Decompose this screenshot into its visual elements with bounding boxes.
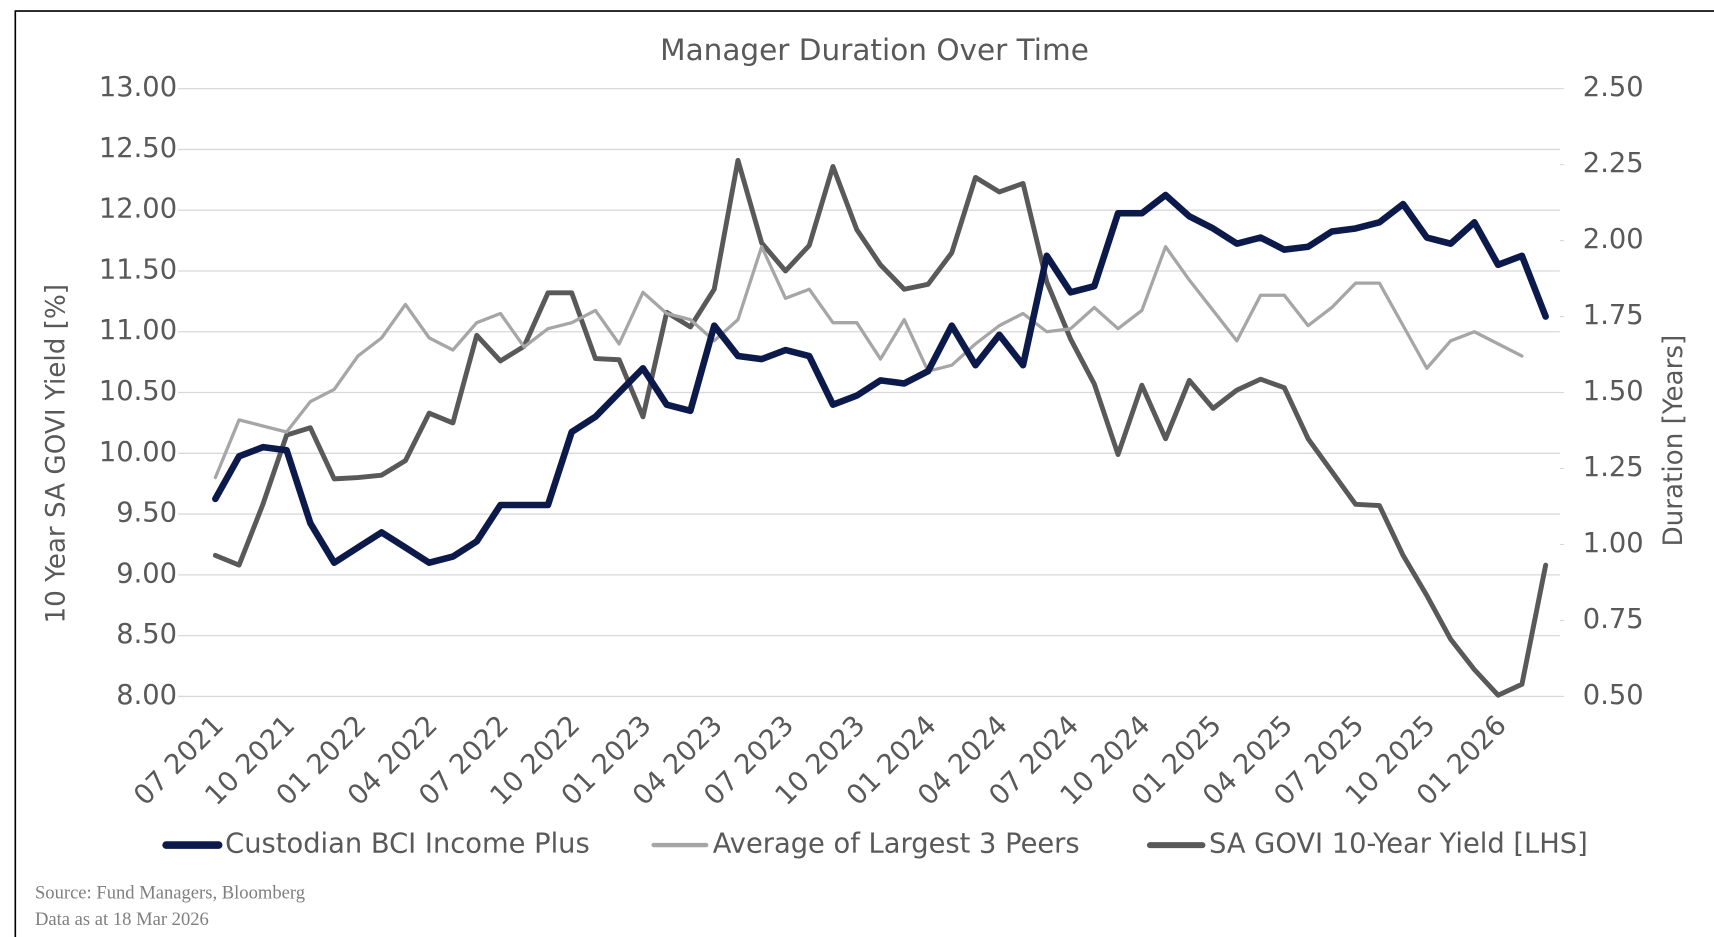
- y-tick-label: 12.00: [99, 194, 177, 225]
- y-tick-label: 11.50: [99, 254, 177, 285]
- series-line: [213, 245, 1524, 480]
- chart-title: Manager Duration Over Time: [660, 33, 1089, 67]
- chart-frame: [14, 10, 1714, 937]
- y-axis-title: 10 Year SA GOVI Yield [%]: [41, 284, 71, 624]
- y2-tick-label: 1.50: [1583, 376, 1644, 407]
- y2-tick-label: 2.25: [1583, 148, 1644, 179]
- y-tick-label: 8.00: [116, 680, 177, 711]
- legend-label: Average of Largest 3 Peers: [713, 829, 1080, 860]
- y-tick-label: 13.00: [99, 72, 177, 103]
- legend-label: SA GOVI 10-Year Yield [LHS]: [1209, 829, 1588, 860]
- y2-tick-label: 2.00: [1583, 224, 1644, 255]
- y2-tick-label: 2.50: [1583, 72, 1644, 103]
- y2-axis-title: Duration [Years]: [1659, 335, 1689, 547]
- y-tick-label: 11.00: [99, 315, 177, 346]
- y2-tick-label: 1.25: [1583, 452, 1644, 483]
- footnote: Source: Fund Managers, Bloomberg: [35, 883, 305, 904]
- y2-tick-label: 1.00: [1583, 528, 1644, 559]
- series-line: [212, 191, 1549, 567]
- y-tick-label: 9.00: [116, 558, 177, 589]
- y-tick-label: 10.50: [99, 376, 177, 407]
- y2-tick-label: 1.75: [1583, 300, 1644, 331]
- y-tick-label: 12.50: [99, 133, 177, 164]
- series-line: [212, 157, 1549, 698]
- y2-tick-label: 0.75: [1583, 604, 1644, 635]
- y-tick-label: 9.50: [116, 498, 177, 529]
- footnote: Data as at 18 Mar 2026: [35, 909, 209, 930]
- y-tick-label: 10.00: [99, 437, 177, 468]
- y-tick-label: 8.50: [116, 619, 177, 650]
- y2-tick-label: 0.50: [1583, 680, 1644, 711]
- legend-label: Custodian BCI Income Plus: [225, 829, 590, 860]
